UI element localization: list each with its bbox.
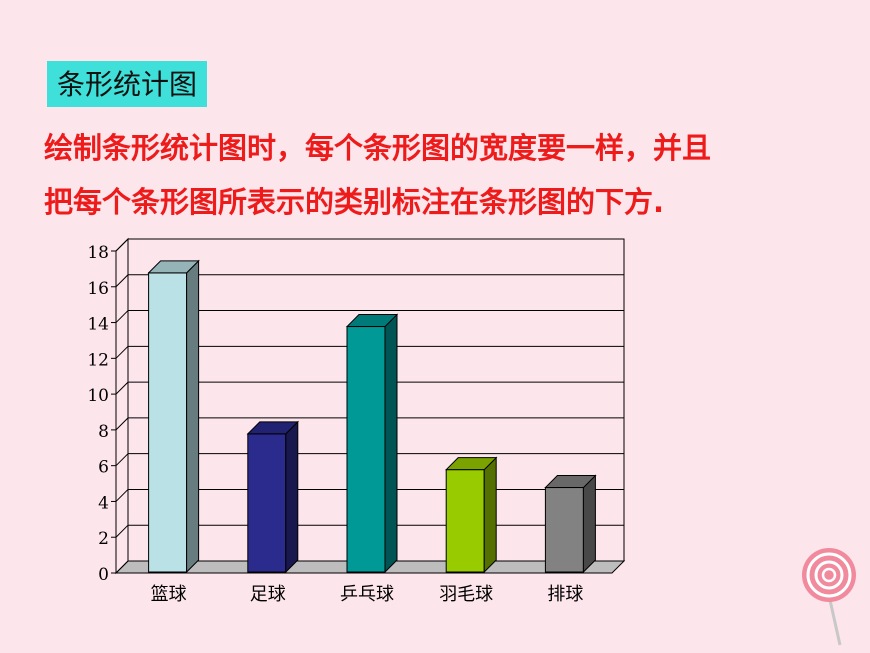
- lollipop-decoration: [802, 548, 856, 646]
- x-category-label: 排球: [547, 584, 583, 605]
- y-tick-label: 6: [98, 458, 109, 478]
- x-axis-labels: 篮球 足球 乒乓球 羽毛球 排球: [151, 584, 584, 605]
- x-category-label: 乒乓球: [340, 584, 394, 605]
- y-tick-label: 4: [98, 493, 109, 513]
- description-line-1: 绘制条形统计图时，每个条形图的宽度要一样，并且: [44, 131, 712, 165]
- bar-top: [345, 314, 399, 328]
- bar-side: [384, 313, 398, 574]
- y-tick-label: 2: [98, 529, 109, 549]
- bar-top: [444, 457, 498, 471]
- bar-side: [285, 420, 299, 574]
- x-category-label: 篮球: [151, 584, 187, 605]
- gridline-depth: [115, 489, 129, 502]
- bar-side: [582, 474, 596, 574]
- gridline-depth: [115, 453, 129, 467]
- bar-front: [445, 469, 485, 573]
- bar: [345, 313, 399, 574]
- bar: [246, 420, 300, 574]
- gridline-depth: [115, 238, 129, 252]
- y-axis-ticks: 0 2 4 6 8 10 12 14 16 18: [87, 243, 117, 585]
- bar: [147, 259, 200, 574]
- y-tick-label: 8: [98, 422, 109, 442]
- y-tick-label: 12: [87, 350, 109, 370]
- y-tick-label: 0: [98, 565, 109, 585]
- bar: [544, 474, 597, 574]
- chart-bars: [147, 259, 597, 574]
- bar-top: [246, 421, 300, 435]
- x-category-label: 足球: [250, 584, 286, 605]
- y-tick-label: 14: [87, 315, 109, 335]
- bar-front: [544, 487, 584, 573]
- description-line-2: 把每个条形图所表示的类别标注在条形图的下方.: [44, 185, 665, 219]
- bar: [444, 456, 498, 574]
- bar-top: [147, 260, 200, 274]
- gridline-depth: [115, 345, 129, 359]
- gridline-depth: [115, 381, 129, 395]
- bar-top: [544, 475, 597, 489]
- x-category-label: 羽毛球: [439, 584, 493, 605]
- gridline-depth: [115, 274, 129, 288]
- slide-title: 条形统计图: [47, 61, 208, 107]
- bar-front: [346, 326, 386, 573]
- gridline-depth: [115, 524, 129, 538]
- gridline-depth: [115, 417, 129, 431]
- bar-side: [483, 456, 497, 574]
- gridline-depth: [115, 310, 129, 323]
- bar-front: [148, 272, 188, 573]
- y-tick-label: 18: [87, 243, 109, 263]
- y-tick-label: 10: [87, 386, 109, 406]
- chart-side-wall: [115, 237, 129, 575]
- y-tick-label: 16: [87, 279, 109, 299]
- bar-front: [247, 433, 287, 573]
- bar-side: [186, 259, 200, 574]
